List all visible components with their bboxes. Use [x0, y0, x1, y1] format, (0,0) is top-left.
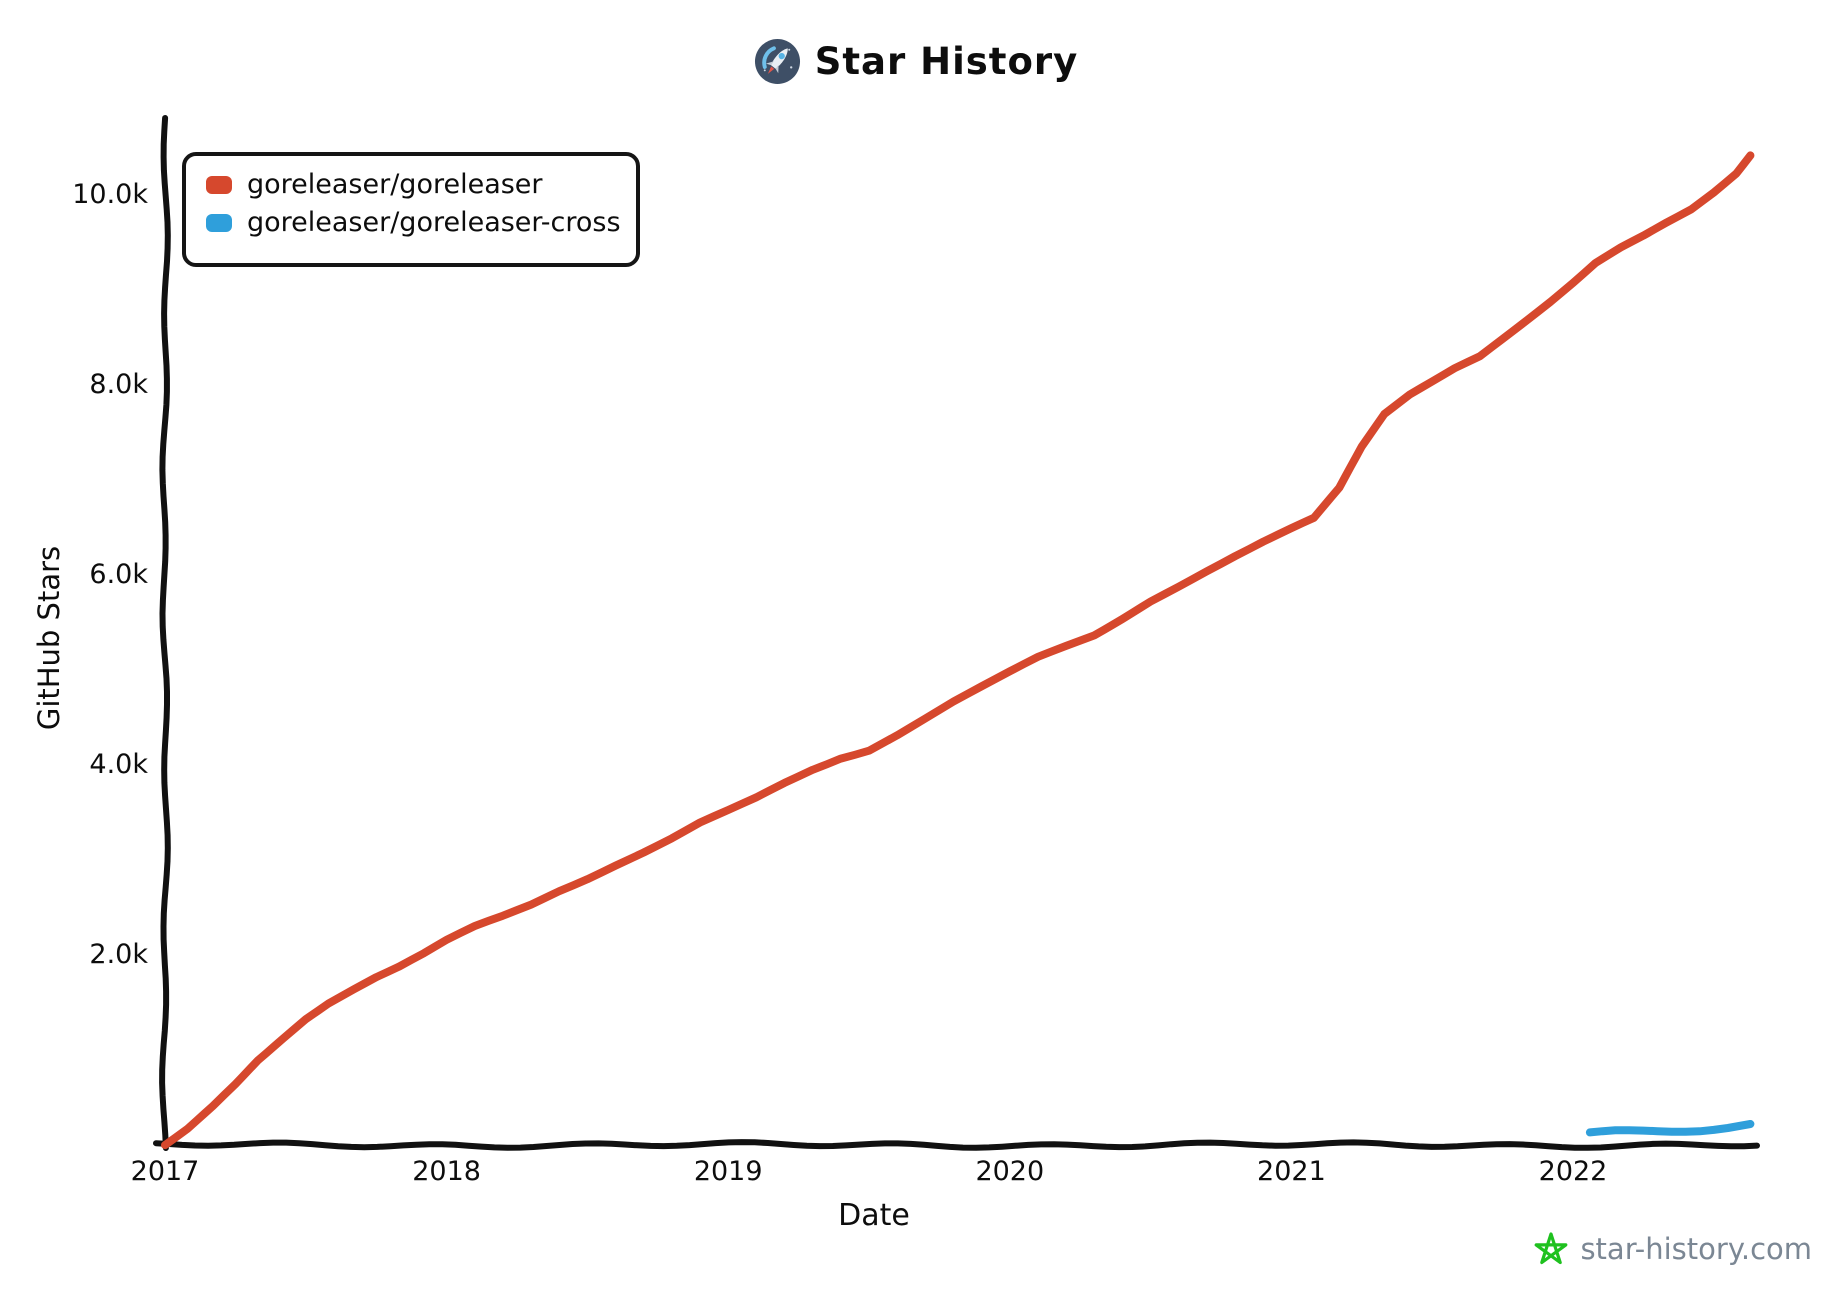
green-star-icon [1535, 1232, 1568, 1265]
x-tick-label: 2022 [1538, 1156, 1608, 1187]
chart-header: Star History [0, 34, 1832, 88]
y-tick-label: 4.0k [89, 749, 148, 780]
series-line-goreleaser [161, 151, 1755, 1150]
y-tick-label: 8.0k [89, 369, 148, 400]
legend-label: goreleaser/goreleaser-cross [247, 207, 621, 238]
legend-swatch-red [206, 175, 232, 194]
series-line-goreleaser-cross [1585, 1120, 1755, 1137]
legend: goreleaser/goreleaser goreleaser/gorelea… [182, 152, 640, 267]
x-tick-label: 2017 [130, 1156, 200, 1187]
y-tick-label: 2.0k [89, 939, 148, 970]
watermark-link[interactable]: star-history.com [1532, 1230, 1812, 1268]
x-axis-line [153, 1139, 1760, 1151]
x-tick-label: 2020 [975, 1156, 1045, 1187]
x-tick-label: 2018 [412, 1156, 481, 1187]
legend-item-goreleaser-cross: goreleaser/goreleaser-cross [206, 207, 636, 238]
chart-title: Star History [814, 39, 1079, 83]
x-tick-label: 2019 [693, 1156, 763, 1187]
x-tick-label: 2021 [1257, 1156, 1326, 1187]
legend-label: goreleaser/goreleaser [247, 169, 543, 200]
y-axis-line [159, 115, 171, 1151]
legend-item-goreleaser: goreleaser/goreleaser [206, 169, 636, 200]
x-axis-title: Date [838, 1198, 910, 1233]
y-tick-label: 10.0k [72, 179, 148, 210]
watermark-text: star-history.com [1580, 1232, 1812, 1266]
star-history-logo-icon [754, 38, 801, 85]
y-tick-label: 6.0k [89, 559, 148, 590]
legend-swatch-blue [206, 213, 232, 232]
